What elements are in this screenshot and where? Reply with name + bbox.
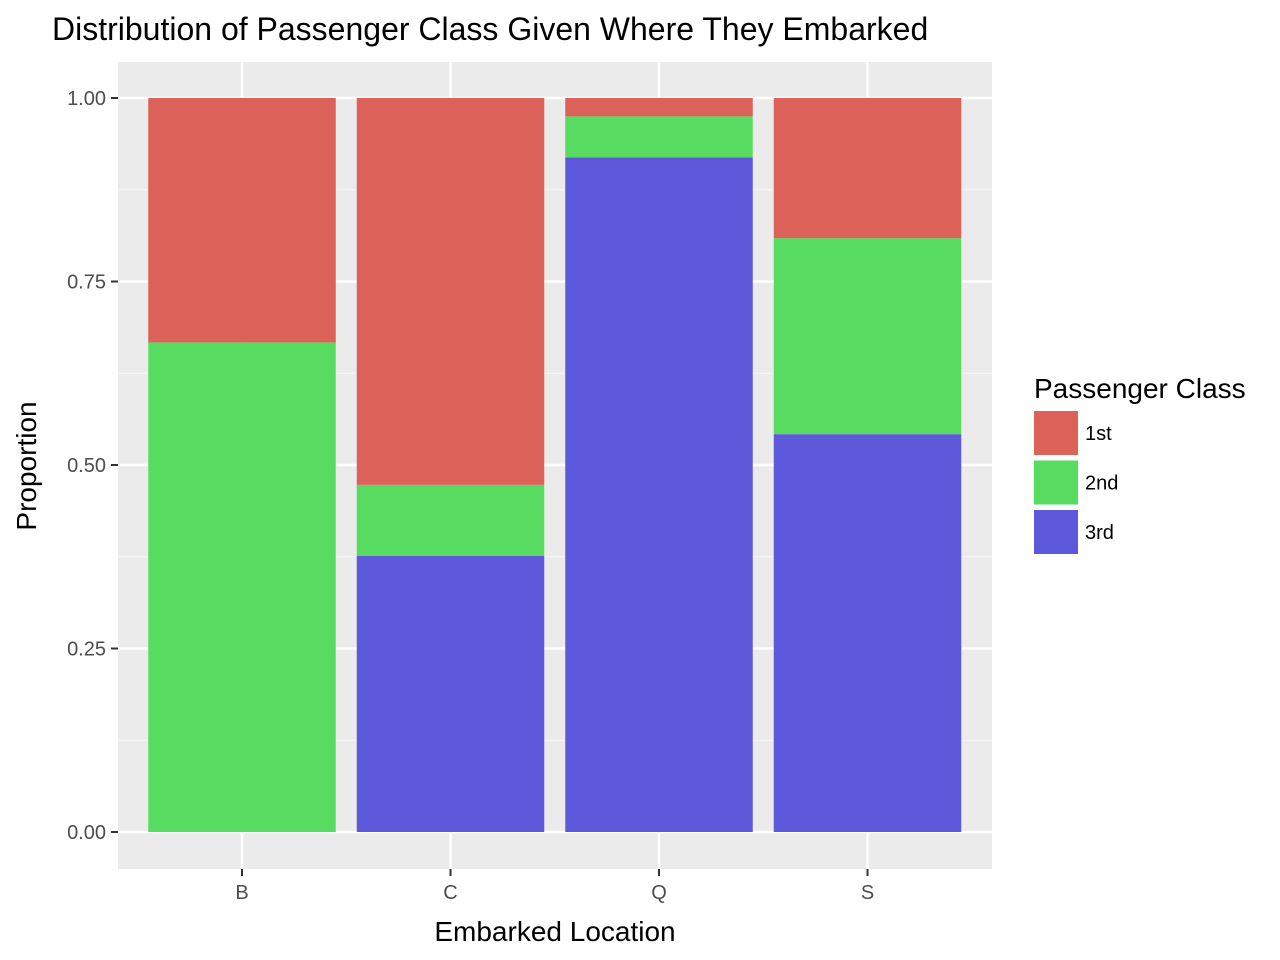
y-tick-label: 0.00 (67, 822, 106, 844)
chart-title: Distribution of Passenger Class Given Wh… (52, 11, 928, 47)
bar-C-1st (356, 98, 545, 485)
bar-Q-1st (565, 98, 753, 117)
legend-key-2nd (1034, 460, 1078, 505)
x-tick-label: S (861, 882, 874, 904)
legend-label-2nd: 2nd (1085, 473, 1118, 495)
bar-Q-2nd (565, 116, 753, 158)
bar-C-3rd (356, 556, 545, 832)
x-tick-label: C (443, 882, 457, 904)
x-tick-label: B (235, 882, 248, 904)
bar-B-2nd (148, 342, 336, 832)
legend-items: 1st 2nd 3rd (1034, 411, 1118, 554)
y-tick-label: 0.50 (67, 455, 106, 477)
y-tick-label: 1.00 (67, 88, 106, 110)
y-axis: 0.00 0.25 0.50 0.75 1.00 (67, 88, 118, 844)
y-axis-title: Proportion (11, 401, 42, 530)
legend-title: Passenger Class (1034, 373, 1246, 404)
y-tick-label: 0.25 (67, 639, 106, 661)
legend-key-1st (1034, 411, 1078, 455)
x-tick-label: Q (651, 882, 667, 904)
x-axis-title: Embarked Location (434, 916, 675, 947)
bar-S-3rd (773, 434, 962, 832)
legend: Passenger Class 1st 2nd 3rd (1034, 373, 1246, 554)
bar-S-2nd (773, 238, 962, 435)
y-tick-label: 0.75 (67, 272, 106, 294)
legend-label-1st: 1st (1085, 423, 1112, 445)
legend-key-3rd (1034, 510, 1078, 554)
bars (148, 98, 962, 833)
bar-Q-3rd (565, 157, 753, 833)
legend-label-3rd: 3rd (1085, 522, 1114, 544)
bar-S-1st (773, 98, 962, 239)
bar-C-2nd (356, 484, 545, 557)
bar-B-1st (148, 98, 336, 343)
